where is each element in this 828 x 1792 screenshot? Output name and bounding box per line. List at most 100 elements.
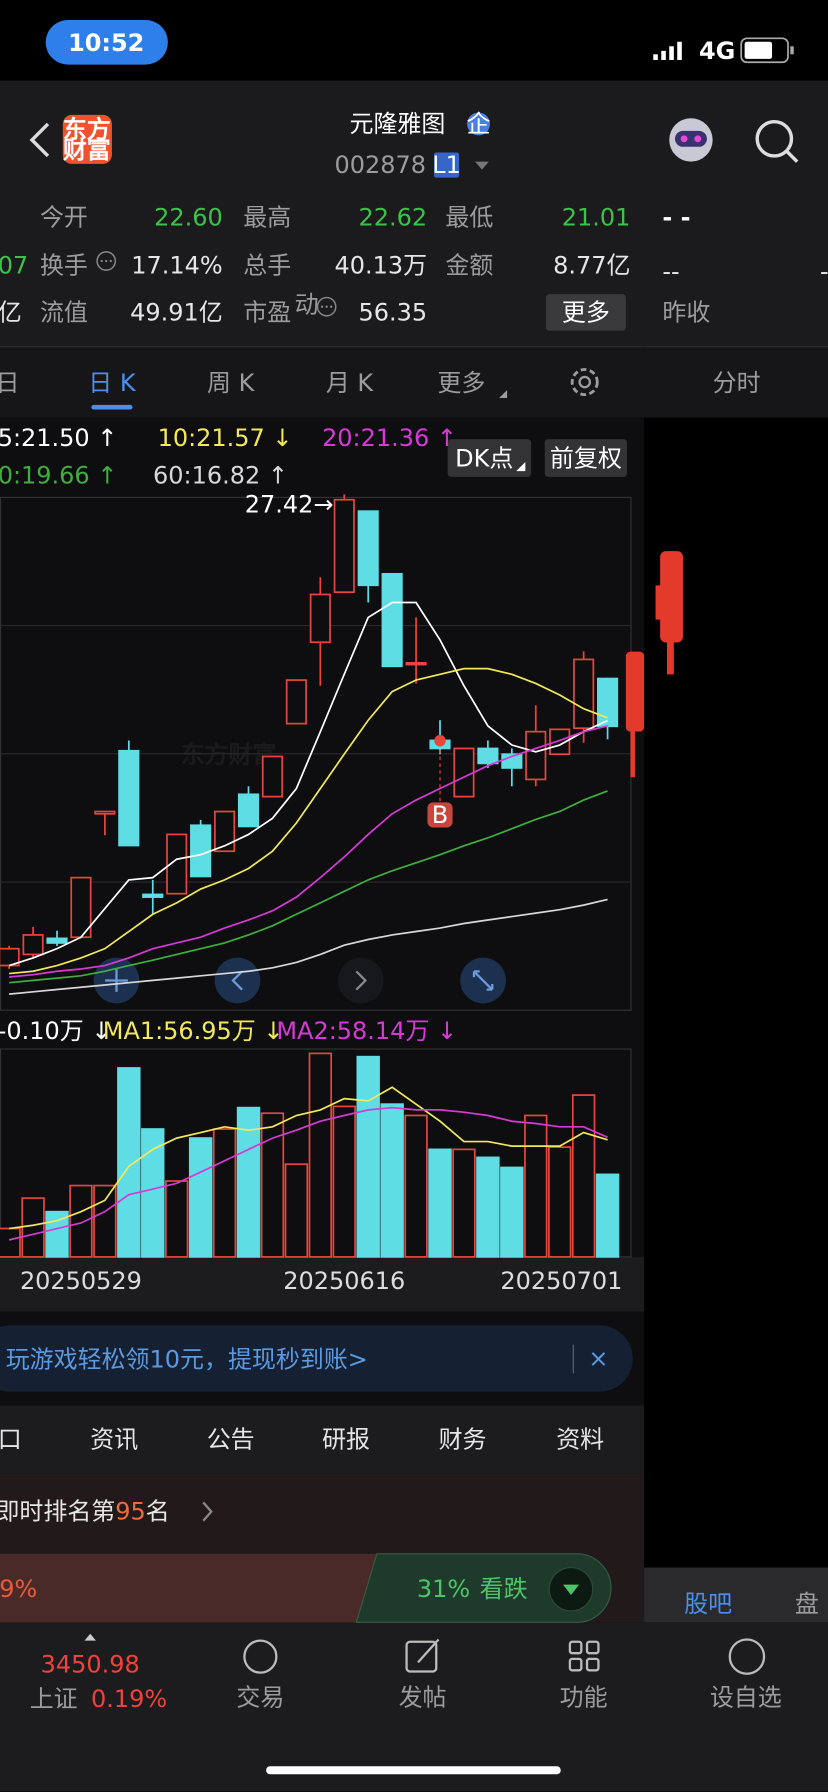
info-tab[interactable]: 资讯 bbox=[90, 1426, 138, 1454]
volume-bar bbox=[284, 1163, 309, 1258]
nav-item[interactable]: 设自选 bbox=[710, 1684, 782, 1712]
volume-bar bbox=[69, 1184, 93, 1258]
tab-active[interactable]: 日 K bbox=[88, 369, 137, 397]
banner-text: 玩游戏轻松领10元，提现秒到账> bbox=[6, 1346, 368, 1374]
volume-bar bbox=[21, 1197, 45, 1258]
candle-body bbox=[573, 658, 595, 730]
ma-line bbox=[8, 601, 608, 967]
ma-legend: 20:21.36 ↑ bbox=[322, 424, 457, 452]
info-icon bbox=[96, 251, 117, 271]
ranking-prefix: 即时排名第 bbox=[0, 1498, 115, 1526]
chart-nav[interactable] bbox=[93, 957, 506, 1004]
candle-body bbox=[405, 662, 427, 666]
volume-bar bbox=[308, 1052, 333, 1258]
bull-bar[interactable] bbox=[0, 1553, 383, 1623]
volume-bar bbox=[380, 1103, 404, 1258]
ma-legend: MA1:56.95万 ↓ bbox=[103, 1017, 284, 1045]
quote-label: 总手 bbox=[243, 252, 291, 280]
ma-legend-label: 5:21.50 bbox=[0, 424, 90, 452]
quote-label: 金额 bbox=[445, 252, 493, 280]
candle-body bbox=[549, 728, 571, 756]
signal-box bbox=[427, 802, 453, 828]
dropdown[interactable] bbox=[475, 161, 489, 170]
time: 10:52 bbox=[68, 29, 144, 57]
tab[interactable]: 月 K bbox=[326, 369, 375, 397]
back-button[interactable] bbox=[29, 122, 50, 158]
info-tab[interactable]: 公告 bbox=[207, 1426, 255, 1454]
ma-legend: 60:16.82 ↑ bbox=[153, 462, 288, 490]
volume-bar bbox=[524, 1114, 548, 1258]
tab[interactable]: 日 bbox=[0, 369, 19, 397]
nav-item[interactable]: 功能 bbox=[560, 1684, 608, 1712]
banner[interactable] bbox=[0, 1325, 633, 1392]
more-label: 更多 bbox=[562, 298, 610, 326]
tab[interactable]: 周 K bbox=[207, 369, 256, 397]
ma-legend: 5:21.50 ↑ bbox=[0, 424, 117, 452]
settings-icon[interactable] bbox=[570, 368, 599, 397]
quote-value: 21.01 bbox=[562, 204, 631, 232]
candle-body bbox=[142, 893, 164, 898]
side-value: - - bbox=[662, 204, 690, 232]
search-icon[interactable] bbox=[755, 119, 794, 158]
nav-item[interactable]: 发帖 bbox=[399, 1684, 447, 1712]
ma-line bbox=[9, 898, 608, 995]
side-tab[interactable]: 盘 bbox=[795, 1590, 819, 1618]
index-value[interactable]: 3450.98 bbox=[41, 1651, 140, 1679]
ma-line bbox=[9, 725, 608, 978]
candle-body bbox=[309, 593, 331, 644]
banner-close[interactable]: × bbox=[588, 1345, 608, 1373]
nav-icons bbox=[243, 1638, 766, 1675]
badge: 企 bbox=[467, 110, 491, 138]
volume-bar bbox=[547, 1146, 572, 1258]
quote-label: 市盈 bbox=[243, 298, 291, 326]
info-tab-bar bbox=[0, 1405, 645, 1474]
ma-legend-arrow: ↓ bbox=[272, 424, 292, 452]
index-change[interactable]: 0.19% bbox=[91, 1685, 167, 1713]
stock-code: 002878 bbox=[335, 151, 427, 179]
quote-value: 40.13万 bbox=[335, 252, 428, 280]
side-tab[interactable]: 分时 bbox=[713, 369, 761, 397]
dk-button[interactable] bbox=[447, 439, 532, 477]
volume-bar bbox=[571, 1094, 596, 1258]
edge-value: 亿 bbox=[0, 298, 22, 326]
adjust-button[interactable] bbox=[544, 439, 627, 477]
more-button[interactable] bbox=[545, 294, 626, 331]
level: L1 bbox=[432, 151, 461, 179]
quote-value: 49.91亿 bbox=[130, 298, 223, 326]
ma-legend-label: 20:21.36 bbox=[322, 424, 429, 452]
volume-bar bbox=[188, 1137, 213, 1258]
side-tab-bar bbox=[644, 346, 828, 418]
nav-item[interactable]: 交易 bbox=[236, 1684, 284, 1712]
volume-legend: -0.10万 ↓ bbox=[0, 1017, 111, 1045]
adjust-label: 前复权 bbox=[550, 445, 622, 473]
battery-tip bbox=[790, 46, 794, 55]
candle-body bbox=[381, 572, 403, 668]
side-panel bbox=[644, 1567, 828, 1623]
robot-icon[interactable] bbox=[669, 118, 713, 162]
date-axis-bg bbox=[0, 1256, 645, 1312]
info-icon bbox=[316, 296, 337, 317]
ranking[interactable]: 即时排名第95名 bbox=[0, 1498, 170, 1526]
quote-label: 最低 bbox=[445, 204, 493, 232]
tab[interactable]: 更多 bbox=[437, 369, 485, 397]
volume-ma-line bbox=[9, 1086, 608, 1230]
bear-bar[interactable] bbox=[355, 1553, 612, 1623]
side-tab[interactable]: 股吧 bbox=[684, 1590, 732, 1618]
signal-label: B bbox=[432, 801, 448, 829]
candle-body bbox=[285, 679, 307, 725]
info-tab[interactable]: 资料 bbox=[556, 1426, 604, 1454]
ma-legend-label: 10:21.57 bbox=[158, 424, 265, 452]
info-tab[interactable]: 口 bbox=[0, 1426, 22, 1454]
bull-percent: 69% bbox=[0, 1575, 37, 1603]
ma-line bbox=[9, 667, 608, 975]
info-tab[interactable]: 研报 bbox=[322, 1426, 370, 1454]
volume-bar bbox=[500, 1166, 524, 1258]
quote-label: 今开 bbox=[40, 204, 88, 232]
info-tab[interactable]: 财务 bbox=[439, 1426, 487, 1454]
index-name[interactable]: 上证 bbox=[30, 1685, 78, 1713]
volume-bar bbox=[93, 1184, 117, 1258]
quote-value: 56.35 bbox=[359, 298, 428, 326]
ma-legend-arrow: ↓ bbox=[263, 1017, 283, 1045]
signal-dot bbox=[434, 734, 446, 747]
